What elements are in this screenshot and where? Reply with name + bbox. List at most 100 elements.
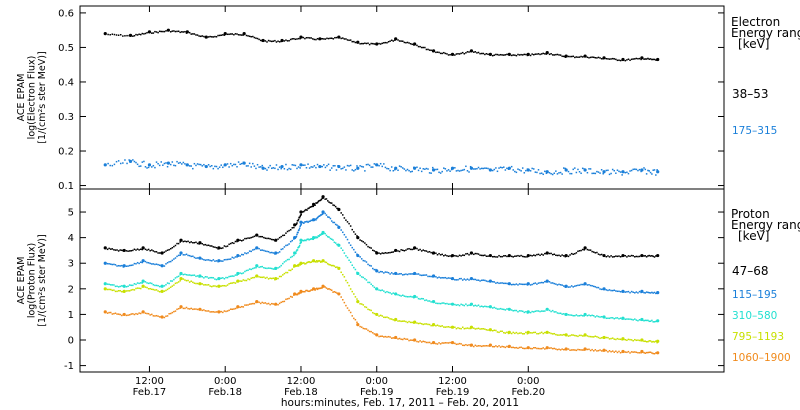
data-point-sample	[269, 164, 271, 167]
data-point-sample	[531, 53, 533, 55]
data-point-sample	[390, 318, 393, 320]
data-point-sample	[162, 30, 164, 33]
data-point-sample	[447, 303, 450, 305]
data-point-sample	[536, 283, 538, 285]
data-point-sample	[544, 310, 546, 312]
data-point-sample	[228, 283, 230, 285]
data-point-sample	[132, 35, 134, 37]
data-point-sample	[517, 168, 519, 170]
data-point-sample	[283, 272, 286, 275]
data-point-sample	[555, 254, 557, 257]
data-point-sample	[400, 320, 402, 323]
data-point-sample	[403, 337, 406, 340]
data-point-sample	[457, 53, 459, 55]
data-point-sample	[372, 166, 374, 168]
data-point-sample	[379, 335, 382, 338]
data-point	[488, 279, 492, 283]
data-point-sample	[518, 169, 521, 171]
data-point-sample	[285, 271, 287, 274]
data-point-sample	[455, 255, 458, 257]
data-point-sample	[600, 337, 603, 339]
data-point-sample	[372, 285, 374, 287]
data-point-sample	[600, 253, 603, 256]
data-point-sample	[360, 276, 363, 278]
data-point	[526, 168, 530, 172]
data-point-sample	[165, 315, 167, 317]
data-point-sample	[215, 285, 218, 288]
data-point-sample	[155, 289, 158, 291]
data-point-sample	[473, 305, 475, 307]
data-point-sample	[336, 207, 338, 210]
data-point-sample	[244, 237, 246, 240]
data-point-sample	[190, 165, 192, 167]
data-point-sample	[586, 348, 589, 351]
data-point-sample	[315, 287, 318, 290]
data-point-sample	[291, 38, 294, 40]
data-point-sample	[506, 345, 508, 348]
data-point-sample	[479, 345, 481, 347]
data-point-sample	[242, 279, 245, 281]
data-point-sample	[441, 325, 443, 327]
data-point-sample	[107, 33, 109, 36]
data-point	[122, 284, 126, 288]
data-point-sample	[613, 351, 616, 353]
data-point-sample	[367, 163, 369, 166]
data-point-sample	[351, 228, 353, 231]
data-point-sample	[325, 261, 328, 264]
data-point-sample	[299, 224, 302, 226]
data-point-sample	[128, 250, 131, 252]
data-point-sample	[610, 350, 612, 353]
data-point	[217, 246, 221, 250]
data-point	[375, 163, 379, 167]
data-point	[507, 307, 511, 311]
data-point-sample	[263, 302, 265, 304]
data-point-sample	[634, 338, 636, 341]
data-point-sample	[256, 37, 259, 40]
data-point-sample	[113, 33, 116, 36]
data-point-sample	[334, 266, 337, 269]
data-point-sample	[553, 282, 556, 285]
x-tick-date-label: Feb.19	[436, 387, 470, 398]
data-point-sample	[405, 249, 407, 251]
data-point-sample	[575, 252, 578, 254]
data-point-sample	[438, 342, 440, 344]
data-point-sample	[166, 315, 169, 317]
data-point-sample	[455, 343, 458, 346]
data-point-sample	[314, 260, 316, 263]
data-point-sample	[222, 284, 224, 287]
data-point-sample	[484, 254, 486, 256]
data-point	[356, 323, 360, 327]
data-point-sample	[392, 273, 395, 275]
data-point-sample	[419, 340, 421, 342]
data-point-sample	[384, 335, 387, 338]
data-point-sample	[215, 260, 218, 262]
data-point-sample	[211, 311, 213, 313]
data-point-sample	[589, 168, 592, 170]
data-point-sample	[158, 252, 161, 254]
data-point-sample	[589, 249, 592, 251]
data-point-sample	[211, 260, 213, 262]
data-point-sample	[553, 347, 556, 350]
data-point-sample	[343, 276, 346, 278]
data-point-sample	[466, 304, 469, 307]
data-point-sample	[435, 168, 437, 171]
data-point-sample	[269, 40, 271, 42]
data-point-sample	[179, 307, 181, 309]
data-point-sample	[578, 284, 581, 286]
data-point-sample	[192, 255, 194, 258]
data-point-sample	[648, 254, 650, 257]
data-point-sample	[305, 208, 307, 211]
data-point-sample	[188, 31, 191, 34]
data-point-sample	[264, 302, 267, 304]
data-point	[280, 38, 284, 43]
data-point-sample	[306, 209, 308, 211]
data-point	[431, 168, 436, 172]
data-point-sample	[491, 169, 494, 172]
data-point	[356, 253, 360, 258]
data-point-sample	[397, 338, 399, 340]
data-point-sample	[373, 163, 376, 165]
data-point-sample	[280, 264, 282, 267]
data-point-sample	[242, 239, 245, 241]
data-point-sample	[345, 255, 347, 257]
data-point-sample	[454, 167, 456, 169]
